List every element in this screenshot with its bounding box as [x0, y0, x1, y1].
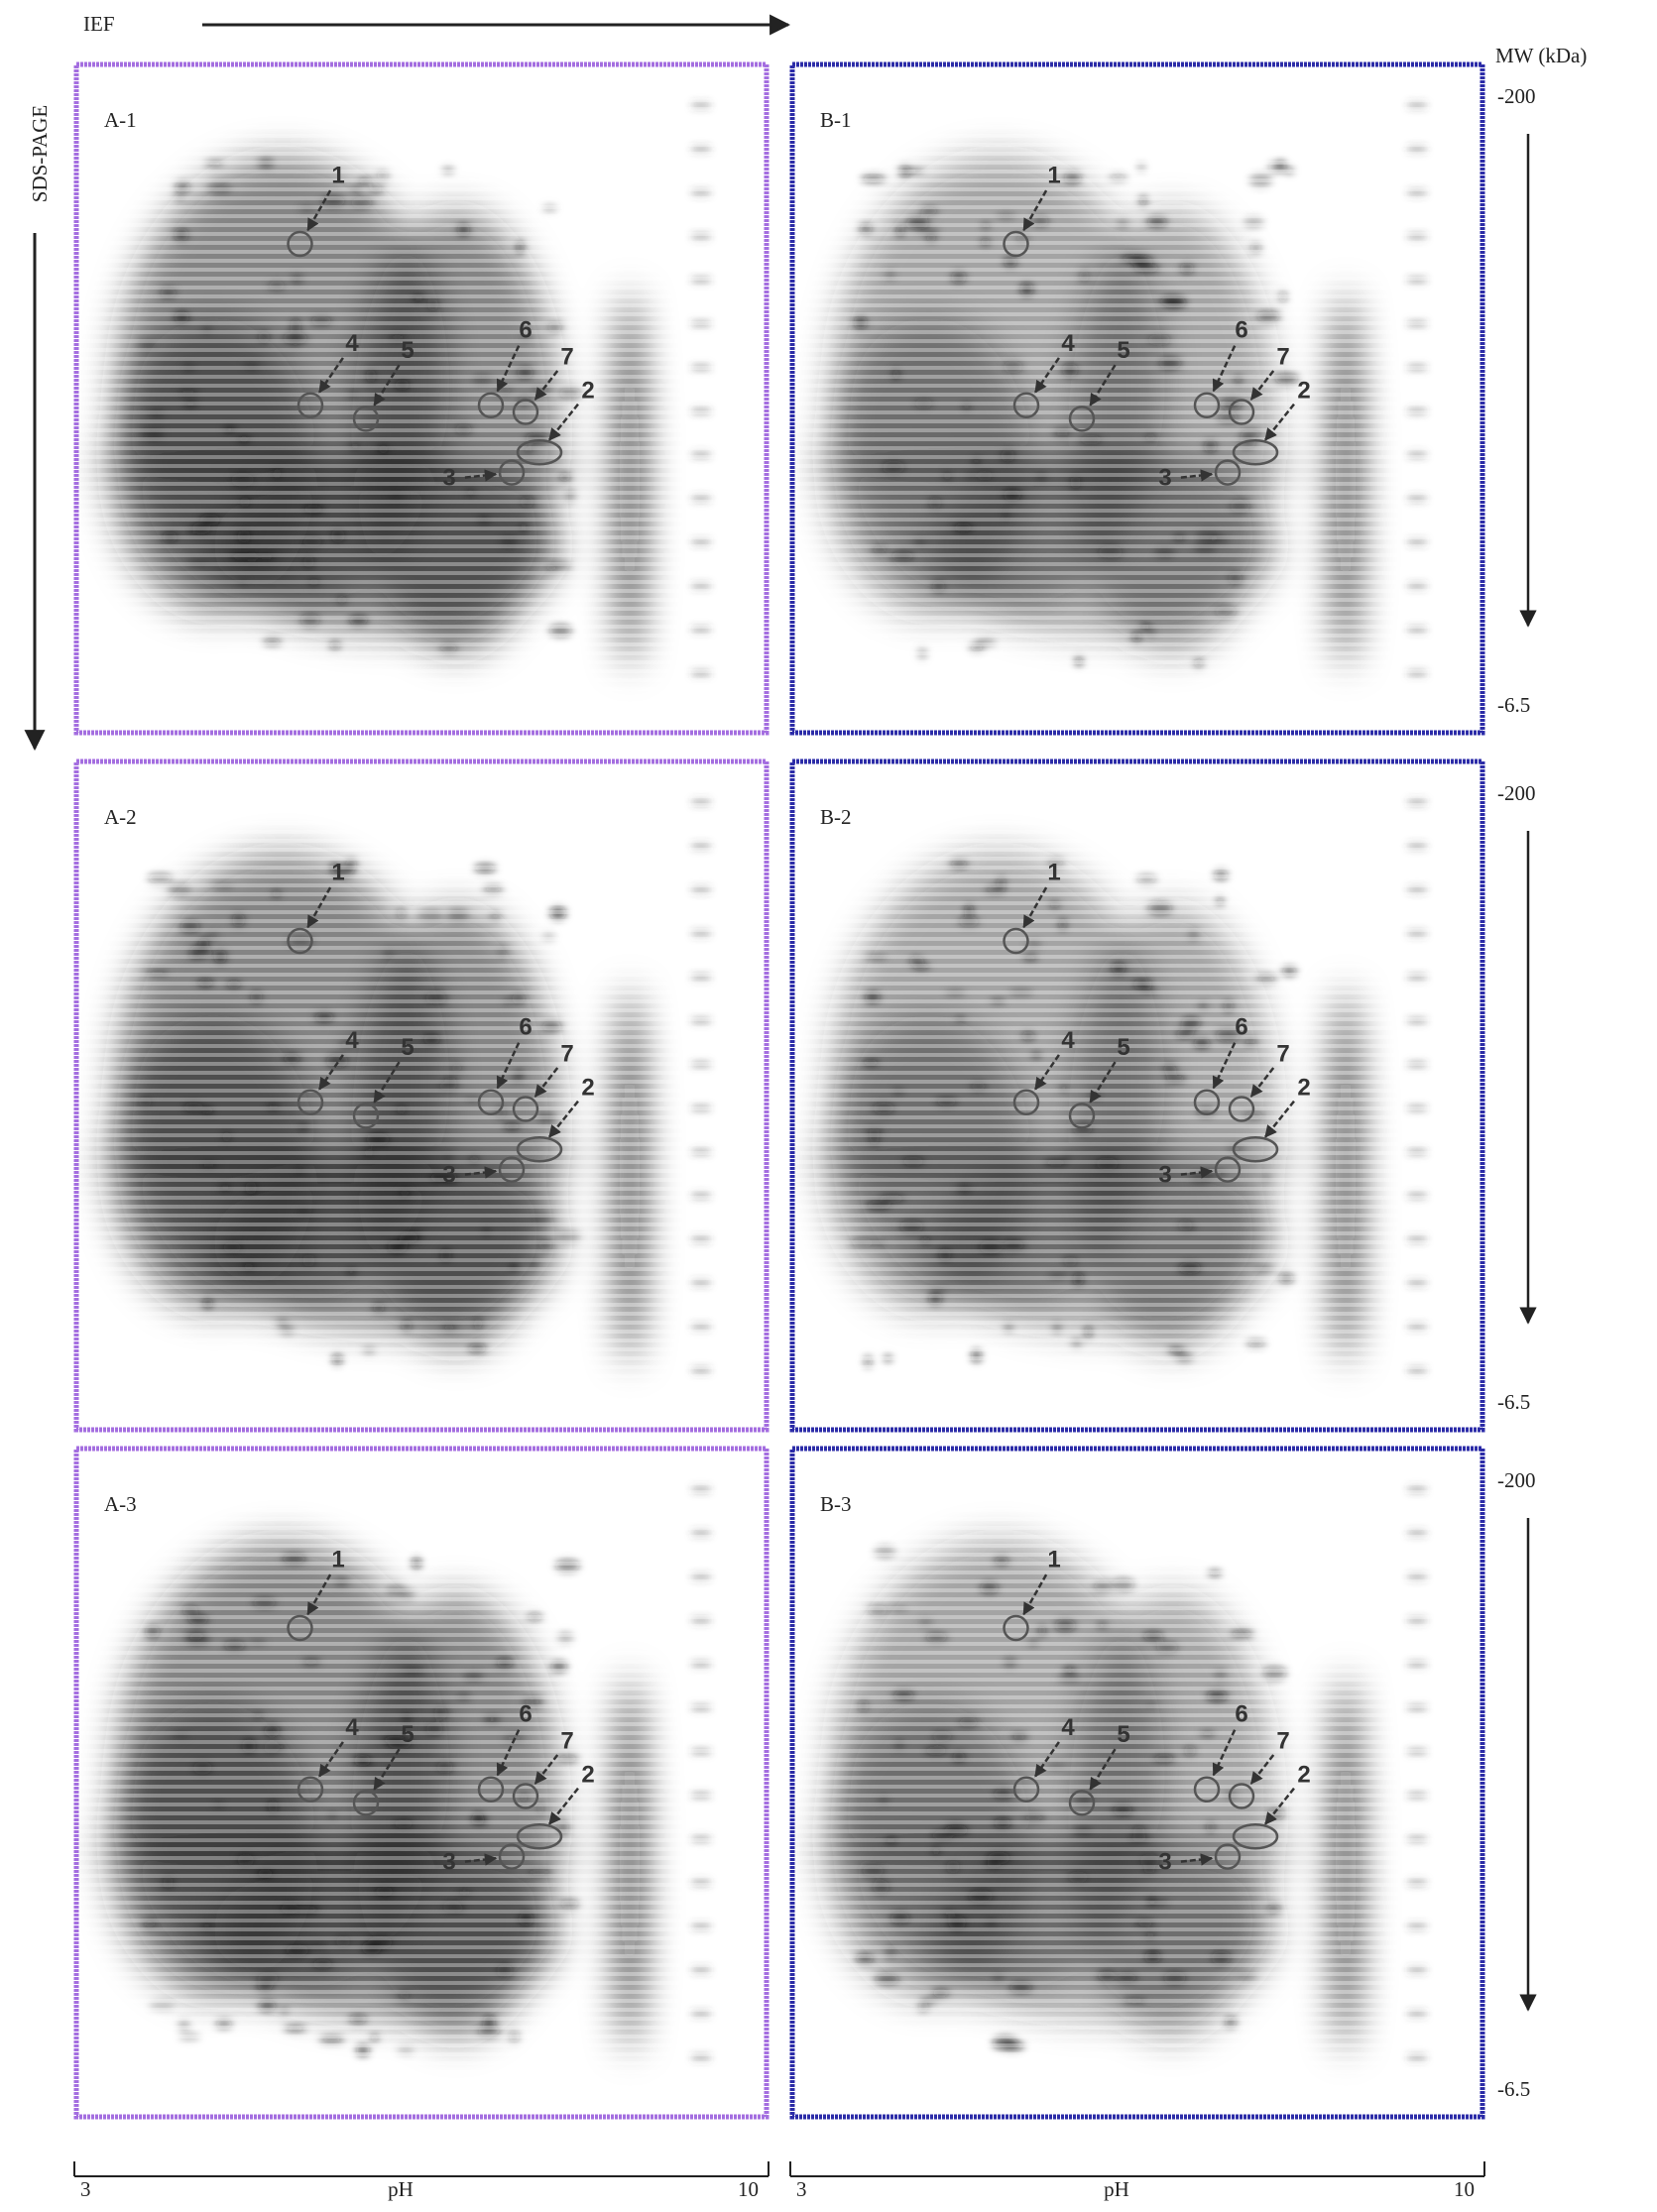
- spot-label: 6: [1235, 317, 1247, 344]
- gel-stripes: [74, 1447, 769, 2119]
- spot-label: 7: [560, 1041, 573, 1068]
- gel-panel: A-2 1 2 3 4 5 6 7: [74, 759, 769, 1432]
- spot-label: 4: [345, 1027, 359, 1054]
- spot-label: 2: [581, 1762, 594, 1789]
- spot-label: 1: [331, 163, 344, 189]
- spot-label: 6: [519, 1701, 532, 1728]
- mw-bottom: -6.5: [1497, 1390, 1530, 1414]
- axis-bracket: [74, 2161, 769, 2176]
- spot-label: 3: [1158, 1162, 1171, 1189]
- spot-label: 1: [331, 1547, 344, 1573]
- spot-label: 2: [581, 1075, 594, 1102]
- spot-label: 1: [1047, 860, 1060, 886]
- spot-label: 3: [442, 1849, 455, 1876]
- gel-image: [790, 1447, 1484, 2119]
- spot-label: 3: [442, 1162, 455, 1189]
- spot-label: 5: [401, 1034, 414, 1061]
- spot-label: 4: [1061, 330, 1075, 357]
- panel-label: A-1: [104, 108, 137, 132]
- spot-label: 4: [345, 330, 359, 357]
- gel-image: [74, 62, 769, 735]
- spot-label: 2: [581, 378, 594, 405]
- sds-page-label: SDS-PAGE: [28, 105, 52, 202]
- mw-top: -200: [1497, 781, 1536, 805]
- gel-panel: A-1 1 2 3 4 5 6 7: [74, 62, 769, 735]
- axis-label: pH: [1104, 2177, 1129, 2201]
- gel-image: [790, 759, 1484, 1432]
- axis-min: 3: [796, 2177, 807, 2201]
- spot-label: 3: [442, 465, 455, 492]
- spot-label: 1: [1047, 163, 1060, 189]
- spot-label: 7: [560, 1728, 573, 1755]
- spot-label: 7: [1276, 1728, 1289, 1755]
- spot-label: 2: [1297, 1762, 1310, 1789]
- mw-label: MW (kDa): [1495, 44, 1587, 67]
- spot-label: 4: [1061, 1027, 1075, 1054]
- gel-stripes: [790, 1447, 1484, 2119]
- mw-top: -200: [1497, 84, 1536, 108]
- spot-label: 6: [519, 1014, 532, 1041]
- mw-bottom: -6.5: [1497, 693, 1530, 717]
- gel-image: [74, 1447, 769, 2119]
- panel-label: B-1: [820, 108, 852, 132]
- spot-label: 5: [401, 1721, 414, 1748]
- spot-label: 4: [345, 1714, 359, 1741]
- spot-label: 5: [1117, 1034, 1129, 1061]
- page: {"header": {"ief": "IEF", "sds_page": "S…: [0, 0, 1657, 2207]
- spot-label: 4: [1061, 1714, 1075, 1741]
- mw-bottom: -6.5: [1497, 2077, 1530, 2101]
- spot-label: 3: [1158, 1849, 1171, 1876]
- mw-top: -200: [1497, 1468, 1536, 1492]
- axis-label: pH: [388, 2177, 414, 2201]
- spot-label: 7: [1276, 1041, 1289, 1068]
- spot-label: 2: [1297, 378, 1310, 405]
- spot-label: 6: [519, 317, 532, 344]
- axis-max: 10: [738, 2177, 759, 2201]
- spot-label: 5: [1117, 1721, 1129, 1748]
- gel-stripes: [74, 62, 769, 735]
- gel-stripes: [790, 62, 1484, 735]
- panel-label: A-3: [104, 1492, 137, 1516]
- gel-panel: B-3 1 2 3 4 5 6 7: [790, 1447, 1484, 2119]
- ief-label: IEF: [83, 12, 115, 36]
- panel-label: B-2: [820, 805, 852, 829]
- axis-bracket: [790, 2161, 1484, 2176]
- panel-label: B-3: [820, 1492, 852, 1516]
- spot-label: 1: [331, 860, 344, 886]
- figure: IEF SDS-PAGE MW (kDa) A-1 1 2 3 4 5 6 7 B-1 1 2 3 4 5 6 7…: [0, 0, 1657, 2207]
- spot-label: 2: [1297, 1075, 1310, 1102]
- spot-label: 5: [1117, 337, 1129, 364]
- spot-label: 7: [560, 344, 573, 371]
- spot-label: 5: [401, 337, 414, 364]
- gel-image: [790, 62, 1484, 735]
- spot-label: 7: [1276, 344, 1289, 371]
- spot-label: 6: [1235, 1014, 1247, 1041]
- axis-min: 3: [80, 2177, 91, 2201]
- gel-panel: B-1 1 2 3 4 5 6 7: [790, 62, 1484, 735]
- gel-image: [74, 759, 769, 1432]
- gel-panel: B-2 1 2 3 4 5 6 7: [790, 759, 1484, 1432]
- gel-panel: A-3 1 2 3 4 5 6 7: [74, 1447, 769, 2119]
- spot-label: 1: [1047, 1547, 1060, 1573]
- spot-label: 6: [1235, 1701, 1247, 1728]
- panel-label: A-2: [104, 805, 137, 829]
- axis-max: 10: [1454, 2177, 1475, 2201]
- gel-stripes: [790, 759, 1484, 1432]
- spot-label: 3: [1158, 465, 1171, 492]
- gel-stripes: [74, 759, 769, 1432]
